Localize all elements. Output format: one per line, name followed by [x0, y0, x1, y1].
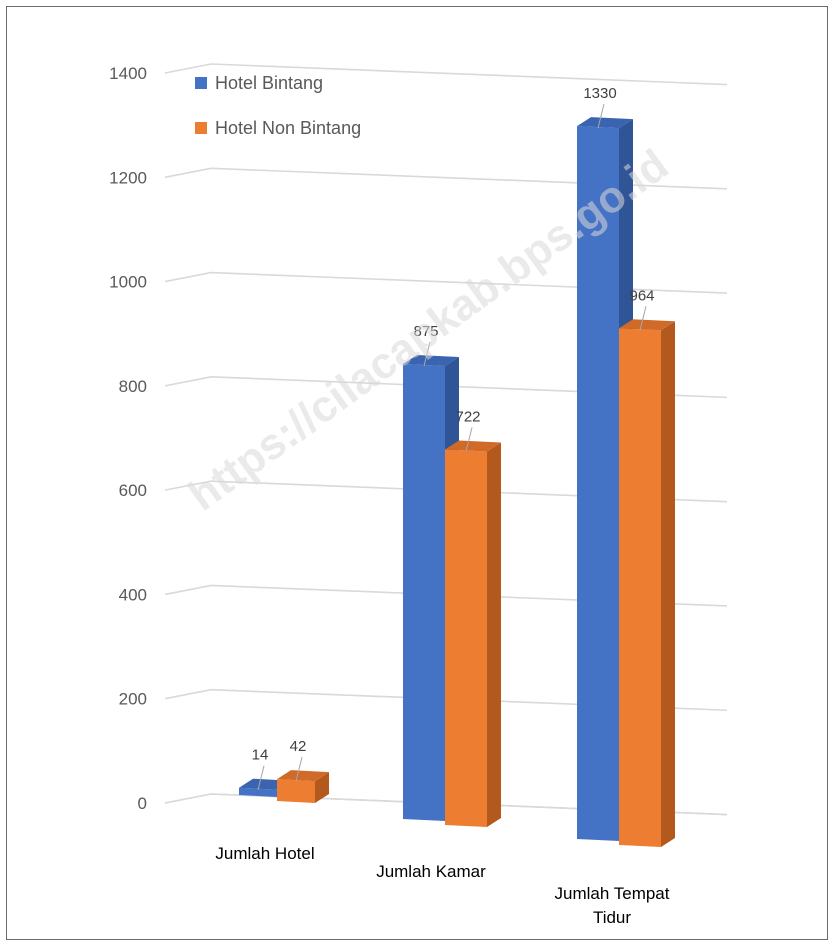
- chart-frame: 0 200 400 600 800 1000 1200 1400 14 42 875 722 1330…: [6, 6, 828, 940]
- category-label: Jumlah Hotel: [215, 844, 314, 863]
- legend: Hotel Bintang Hotel Non Bintang: [195, 73, 361, 138]
- bar-hotel-non-bintang-top: [277, 770, 329, 782]
- y-tick-label: 800: [119, 377, 147, 396]
- bar-hotel-non-bintang-front: [277, 779, 315, 803]
- gridline: [164, 376, 728, 399]
- bar-hotel-bintang-top: [577, 117, 633, 129]
- bar-hotel-non-bintang-side: [315, 772, 329, 803]
- bar-hotel-bintang-front: [577, 126, 619, 842]
- category-label: Tidur: [593, 908, 631, 927]
- category-label: Jumlah Tempat: [555, 884, 670, 903]
- x-axis: Jumlah Hotel Jumlah Kamar Jumlah Tempat Tid…: [215, 844, 669, 927]
- y-tick-label: 400: [119, 585, 147, 604]
- leader-line: [639, 306, 647, 331]
- gridlines: [164, 63, 728, 816]
- gridline: [164, 688, 728, 712]
- data-label: 14: [252, 747, 269, 764]
- y-tick-label: 200: [119, 690, 147, 709]
- legend-label: Hotel Bintang: [215, 73, 323, 93]
- legend-label: Hotel Non Bintang: [215, 118, 361, 138]
- y-tick-label: 600: [119, 481, 147, 500]
- leader-line: [597, 103, 605, 129]
- legend-swatch: [195, 77, 207, 89]
- gridline: [164, 271, 728, 294]
- y-tick-label: 0: [138, 794, 147, 813]
- bar-hotel-non-bintang-side: [661, 321, 675, 847]
- data-label: 964: [629, 287, 654, 304]
- bar-hotel-bintang-top: [403, 355, 459, 366]
- leader-line: [465, 427, 473, 452]
- floor-line: [164, 793, 728, 816]
- bar-hotel-non-bintang-side: [487, 442, 501, 827]
- category-label: Jumlah Kamar: [376, 862, 486, 881]
- bar-hotel-non-bintang-front: [445, 449, 487, 827]
- bar-hotel-non-bintang-top: [445, 440, 501, 452]
- y-tick-label: 1200: [109, 168, 147, 187]
- bar-hotel-non-bintang-top: [619, 319, 675, 331]
- bar-hotel-bintang-front: [239, 787, 277, 797]
- leader-line: [295, 757, 303, 782]
- bar-hotel-non-bintang-front: [619, 328, 661, 847]
- leader-line: [257, 765, 265, 790]
- data-label: 875: [413, 323, 438, 340]
- legend-swatch: [195, 122, 207, 134]
- y-axis: 0 200 400 600 800 1000 1200 1400: [109, 64, 147, 813]
- gridline: [164, 167, 728, 190]
- data-label: 722: [455, 409, 480, 426]
- data-label: 42: [290, 738, 307, 755]
- bar-chart: 0 200 400 600 800 1000 1200 1400 14 42 875 722 1330…: [109, 63, 728, 927]
- bars: [239, 117, 675, 847]
- data-labels: 14 42 875 722 1330 964: [252, 85, 655, 790]
- bar-hotel-bintang-front: [403, 364, 445, 821]
- gridline: [164, 584, 728, 607]
- y-tick-label: 1400: [109, 64, 147, 83]
- leader-line: [423, 341, 431, 367]
- gridline: [164, 480, 728, 503]
- y-tick-label: 1000: [109, 273, 147, 292]
- data-label: 1330: [583, 85, 616, 102]
- gridline: [164, 63, 728, 86]
